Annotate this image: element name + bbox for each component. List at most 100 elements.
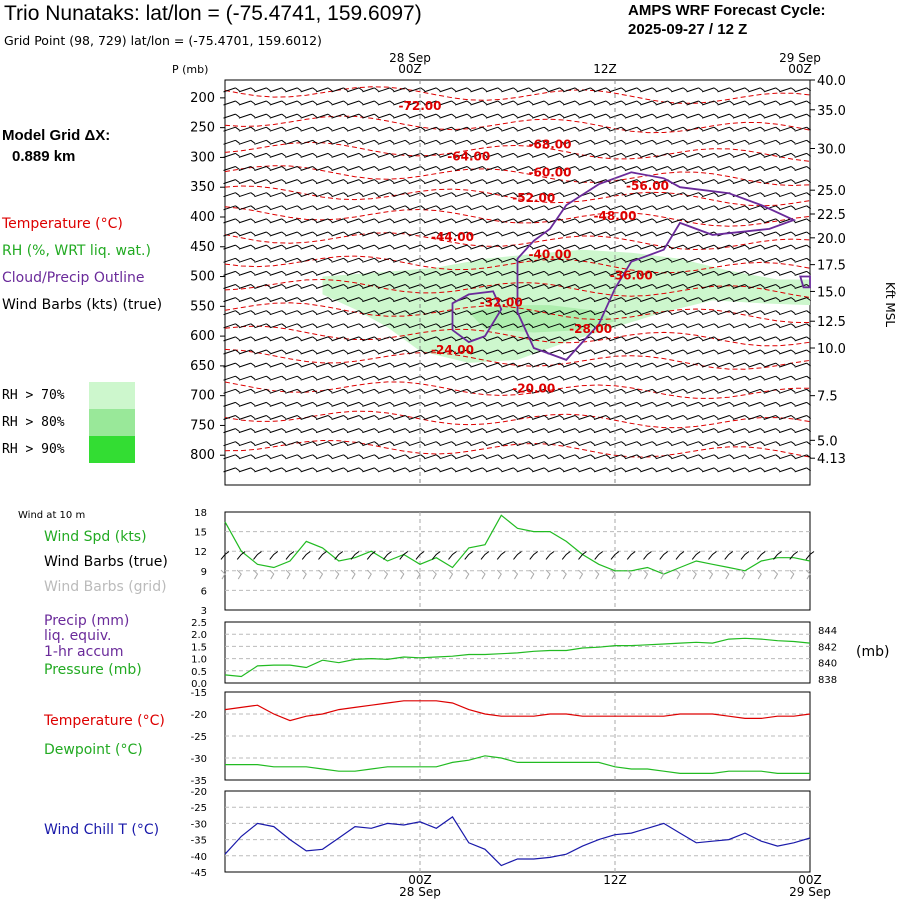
wind-barb	[454, 388, 472, 394]
wind-barb	[624, 401, 642, 407]
wind-barb	[408, 87, 426, 93]
wind-barb	[439, 297, 456, 303]
surface-wind-barb-grid	[253, 569, 259, 580]
dewpoint-line	[225, 755, 810, 774]
wind-barb	[732, 349, 750, 355]
wind-barb	[794, 231, 811, 237]
wind-barb	[655, 139, 672, 145]
wind-barb	[717, 323, 734, 329]
wind-barb	[346, 349, 364, 355]
wind-barb	[547, 375, 564, 381]
wind-barb	[624, 284, 642, 289]
wind-barb	[424, 205, 441, 211]
wind-barb	[393, 388, 410, 394]
wind-barb	[377, 152, 395, 158]
wind-barb	[701, 152, 719, 158]
wind-barb	[779, 152, 796, 158]
wind-barb	[285, 310, 302, 316]
wind-barb	[748, 100, 765, 106]
wind-barb	[516, 126, 534, 132]
wind-barb	[269, 297, 287, 303]
wind-barb	[454, 270, 472, 276]
wind-barb	[624, 428, 642, 434]
wind-barb	[640, 467, 657, 473]
wind-barb	[285, 179, 302, 185]
surface-wind-barb-true	[594, 551, 604, 560]
wind-barb	[562, 244, 580, 250]
height-tick-label: 35.0	[817, 104, 846, 119]
wind-barb	[454, 441, 472, 447]
wind-barb	[516, 284, 534, 289]
wind-barb	[547, 192, 564, 198]
wind-barb	[238, 467, 256, 473]
wind-barb	[346, 297, 364, 303]
wind-barb	[285, 152, 302, 158]
wind-barb	[748, 297, 765, 303]
wind-barb	[624, 454, 642, 460]
wind-barb	[223, 113, 240, 119]
surface-wind-barb-grid	[220, 569, 226, 580]
wind-barb	[671, 257, 688, 263]
wind-barb	[362, 428, 379, 434]
wind-barb	[254, 139, 271, 145]
wind-barb	[763, 467, 781, 473]
wind-barb	[362, 192, 379, 198]
wind-barb	[562, 362, 580, 368]
wind-barb	[640, 415, 657, 420]
time-tick-label-top: 00Z	[398, 62, 422, 76]
wind-barb	[593, 428, 611, 434]
wind-barb	[362, 270, 379, 276]
legend-barbs-true: Wind Barbs (true)	[44, 554, 168, 570]
wind-barb	[285, 454, 302, 460]
wind-barb	[671, 270, 688, 276]
wind-barb	[748, 270, 765, 276]
wind-barb	[485, 349, 503, 355]
wind-barb	[717, 87, 734, 93]
wind-barb	[439, 205, 456, 211]
wind-barb	[454, 87, 472, 93]
station-title: Trio Nunataks: lat/lon = (-75.4741, 159.…	[4, 2, 422, 25]
wind-barb	[454, 375, 472, 381]
wind-barb	[377, 192, 395, 198]
wind-barb	[547, 100, 564, 106]
wind-barb	[501, 375, 518, 381]
wind-barb	[393, 454, 410, 460]
wind-barb	[732, 284, 750, 289]
wind-barb	[717, 205, 734, 211]
wind-barb	[748, 139, 765, 145]
wind-barb	[701, 87, 719, 93]
wind-barb	[686, 257, 703, 263]
wind-barb	[547, 152, 564, 158]
wind-barb	[346, 179, 364, 185]
wind-barb	[346, 454, 364, 460]
wind-barb	[655, 218, 672, 224]
pressure-tick-label: 250	[190, 121, 215, 136]
wind-barb	[300, 310, 317, 316]
date-label-bottom: 28 Sep	[399, 885, 441, 899]
wind-barb	[300, 428, 317, 434]
wind-barb	[439, 284, 456, 289]
wind-barb	[331, 362, 348, 368]
wind-barb	[393, 428, 410, 434]
wind-barb	[346, 310, 364, 316]
cloud-outline-small	[451, 290, 503, 344]
wind-barb	[748, 244, 765, 250]
wind-barb	[640, 218, 657, 224]
wind-barb	[424, 310, 441, 316]
wind-barb	[485, 415, 503, 420]
wind-barb	[640, 428, 657, 434]
wind-barb	[300, 152, 317, 158]
wind-barb	[285, 401, 302, 407]
wind-barb	[238, 270, 256, 276]
wind-barb	[701, 205, 719, 211]
wind-barb	[562, 415, 580, 420]
surface-wind-barb-grid	[789, 569, 795, 580]
wind-barb	[454, 362, 472, 368]
wind-barb	[763, 244, 781, 250]
wind-barb	[377, 362, 395, 368]
wind-barb	[238, 100, 256, 106]
wind-barb	[686, 205, 703, 211]
wind-barb	[701, 388, 719, 394]
wind-barb	[377, 257, 395, 263]
